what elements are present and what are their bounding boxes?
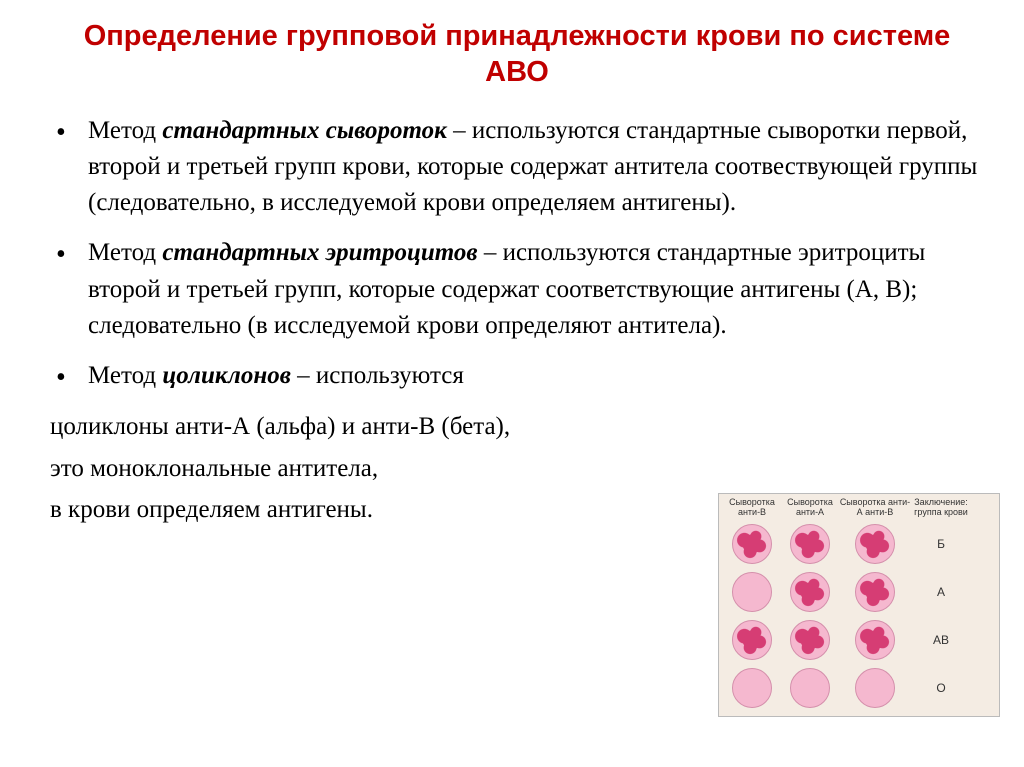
slide: Определение групповой принадлежности кро… bbox=[0, 0, 1024, 767]
agglutinated-disc-icon bbox=[855, 524, 895, 564]
agglutinated-disc-icon bbox=[790, 524, 830, 564]
bullet-item-3: Метод цоликлонов – используются bbox=[50, 358, 728, 394]
figure-cell bbox=[723, 664, 781, 712]
agglutinated-disc-icon bbox=[855, 572, 895, 612]
bullet-list: Метод стандартных сывороток – используют… bbox=[50, 113, 984, 395]
figure-cell bbox=[781, 616, 839, 664]
bullet-3-rest: – используются bbox=[291, 362, 464, 389]
agglutinated-disc-icon bbox=[790, 572, 830, 612]
figure-cell bbox=[839, 568, 911, 616]
agglutinated-disc-icon bbox=[790, 620, 830, 660]
bullet-2-lead: Метод bbox=[88, 239, 162, 266]
bullet-item-1: Метод стандартных сывороток – используют… bbox=[50, 113, 984, 222]
figure-cell bbox=[723, 616, 781, 664]
figure-header-col-2: Сыворотка анти-А bbox=[781, 498, 839, 518]
plain-disc-icon bbox=[790, 668, 830, 708]
plain-disc-icon bbox=[732, 668, 772, 708]
tail-line-2: это моноклональные антитела, bbox=[50, 450, 984, 488]
figure-row-label: Б bbox=[911, 520, 971, 568]
figure-rows: БААВО bbox=[723, 520, 995, 712]
agglutination-figure: Сыворотка анти-В Сыворотка анти-А Сыворо… bbox=[718, 493, 1000, 717]
bullet-1-name: стандартных сывороток bbox=[162, 117, 447, 144]
figure-cell bbox=[839, 616, 911, 664]
figure-row: О bbox=[723, 664, 995, 712]
agglutinated-disc-icon bbox=[732, 620, 772, 660]
figure-cell bbox=[781, 568, 839, 616]
plain-disc-icon bbox=[855, 668, 895, 708]
tail-line-1: цоликлоны анти-А (альфа) и анти-В (бета)… bbox=[50, 408, 984, 446]
figure-row-label: АВ bbox=[911, 616, 971, 664]
figure-row: АВ bbox=[723, 616, 995, 664]
figure-header-col-4: Заключение: группа крови bbox=[911, 498, 971, 518]
figure-header-row: Сыворотка анти-В Сыворотка анти-А Сыворо… bbox=[723, 498, 995, 518]
bullet-3-lead: Метод bbox=[88, 362, 162, 389]
agglutinated-disc-icon bbox=[855, 620, 895, 660]
figure-cell bbox=[781, 520, 839, 568]
bullet-2-name: стандартных эритроцитов bbox=[162, 239, 477, 266]
figure-row-label: О bbox=[911, 664, 971, 712]
figure-cell bbox=[839, 664, 911, 712]
bullet-item-2: Метод стандартных эритроцитов – использу… bbox=[50, 235, 984, 344]
bullet-3-name: цоликлонов bbox=[162, 362, 291, 389]
figure-header-col-1: Сыворотка анти-В bbox=[723, 498, 781, 518]
plain-disc-icon bbox=[732, 572, 772, 612]
figure-cell bbox=[723, 568, 781, 616]
figure-cell bbox=[781, 664, 839, 712]
figure-cell bbox=[723, 520, 781, 568]
figure-row-label: А bbox=[911, 568, 971, 616]
agglutinated-disc-icon bbox=[732, 524, 772, 564]
slide-title: Определение групповой принадлежности кро… bbox=[50, 18, 984, 91]
figure-row: Б bbox=[723, 520, 995, 568]
figure-header-col-3: Сыворотка анти-А анти-В bbox=[839, 498, 911, 518]
bullet-1-lead: Метод bbox=[88, 117, 162, 144]
figure-row: А bbox=[723, 568, 995, 616]
figure-cell bbox=[839, 520, 911, 568]
